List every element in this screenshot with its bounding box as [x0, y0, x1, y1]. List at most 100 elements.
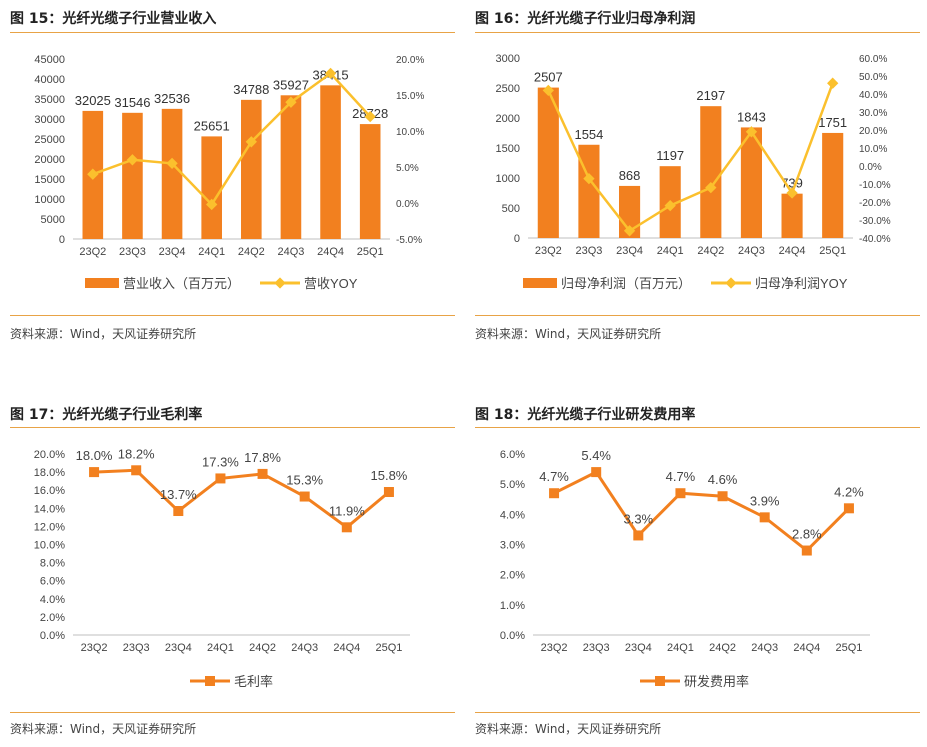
y-tick-label: 14.0%: [34, 503, 65, 515]
series-line: [553, 470, 850, 553]
y2-tick-label: 60.0%: [859, 54, 887, 65]
chart-source: 资料来源：Wind，天风证券研究所: [475, 722, 662, 736]
x-tick-label: 24Q1: [207, 642, 234, 654]
x-tick-label: 23Q3: [119, 246, 146, 258]
bar: [740, 127, 762, 238]
x-tick-label: 24Q4: [317, 246, 344, 258]
bar: [320, 85, 341, 239]
x-tick-label: 23Q4: [625, 642, 652, 654]
data-point: [633, 530, 644, 541]
revenue-chart: 0 5000 10000 15000 20000 25000 30000 35000 40000…: [34, 54, 424, 291]
net-profit-chart: 0 500 1000 1500 2000 2500 3000 -40.0% -30.0% -20.…: [496, 53, 891, 291]
y-tick-label: 500: [502, 203, 520, 215]
y2-tick-label: -5.0%: [396, 235, 422, 246]
data-point: [341, 522, 352, 533]
y2-tick-label: -40.0%: [859, 234, 891, 245]
chart-source: 资料来源：Wind，天风证券研究所: [475, 327, 662, 341]
x-tick-label: 25Q1: [835, 642, 862, 654]
y-tick-label: 0.0%: [500, 630, 525, 642]
data-point: [786, 187, 798, 199]
x-tick-label: 24Q4: [333, 642, 360, 654]
chart-title: 图 18：光纤光缆子行业研发费用率: [475, 407, 696, 423]
x-tick-label: 24Q1: [198, 246, 225, 258]
data-point: [759, 512, 770, 523]
chart-title: 图 16：光纤光缆子行业归母净利润: [475, 11, 696, 27]
legend-marker: [205, 676, 215, 686]
bar: [122, 112, 143, 239]
y-tick-label: 4.0%: [500, 509, 525, 521]
y2-tick-label: 5.0%: [396, 163, 419, 174]
top-rule: [10, 427, 455, 428]
bar: [781, 193, 803, 238]
data-label: 31546: [114, 95, 150, 110]
legend-label: 营业收入（百万元）: [123, 276, 240, 291]
data-label: 5.4%: [581, 448, 611, 463]
y-tick-label: 6.0%: [500, 449, 525, 461]
y-tick-label: 20000: [34, 154, 65, 166]
series-line: [547, 82, 834, 233]
y-tick-label: 45000: [34, 54, 65, 66]
data-label: 1197: [656, 148, 684, 163]
y2-tick-label: 50.0%: [859, 72, 887, 83]
legend-swatch: [523, 278, 557, 288]
y-tick-label: 18.0%: [34, 467, 65, 479]
y-tick-label: 15000: [34, 174, 65, 186]
data-label: 1843: [737, 109, 766, 124]
x-tick-label: 23Q3: [583, 642, 610, 654]
y-tick-label: 40000: [34, 74, 65, 86]
data-label: 18.0%: [76, 448, 113, 463]
y-tick-label: 10000: [34, 194, 65, 206]
data-label: 32536: [154, 91, 190, 106]
y-tick-label: 2000: [496, 113, 520, 125]
y-tick-label: 16.0%: [34, 485, 65, 497]
series-line: [93, 468, 390, 530]
bar: [359, 124, 381, 239]
chart-title: 图 17：光纤光缆子行业毛利率: [10, 407, 203, 423]
data-point: [717, 491, 728, 502]
bar: [161, 108, 183, 239]
data-label: 2.8%: [792, 527, 822, 542]
panel-net-profit: 图 16：光纤光缆子行业归母净利润 0 500 1000 1500 2000 2500 30…: [475, 0, 920, 345]
y-tick-label: 0: [514, 233, 520, 245]
y2-tick-label: 0.0%: [859, 162, 882, 173]
data-point: [705, 181, 717, 194]
y2-tick-label: 0.0%: [396, 199, 419, 210]
data-label: 4.2%: [834, 484, 864, 499]
chart-source: 资料来源：Wind，天风证券研究所: [10, 722, 197, 736]
legend-label: 营收YOY: [304, 276, 358, 291]
data-point: [257, 468, 268, 479]
top-rule: [10, 32, 455, 33]
data-point: [827, 77, 839, 89]
legend-label: 归母净利润YOY: [755, 276, 848, 291]
x-tick-label: 24Q2: [238, 246, 265, 258]
data-label: 4.7%: [666, 469, 696, 484]
data-point: [173, 506, 184, 517]
data-label: 2507: [534, 70, 563, 85]
data-label: 18.2%: [118, 446, 155, 461]
x-tick-label: 24Q4: [779, 245, 806, 257]
panel-rd-ratio: 图 18：光纤光缆子行业研发费用率 0.0% 1.0% 2.0% 3.0% 4.0% 5.…: [475, 400, 920, 747]
x-tick-label: 25Q1: [375, 642, 402, 654]
data-point: [299, 491, 310, 502]
bar: [201, 136, 222, 239]
x-tick-label: 24Q3: [738, 245, 765, 257]
data-label: 15.3%: [286, 473, 323, 488]
y-tick-label: 6.0%: [40, 576, 65, 588]
top-rule: [475, 32, 920, 33]
legend-swatch: [85, 278, 119, 288]
y2-tick-label: 20.0%: [859, 126, 887, 137]
y2-tick-label: -10.0%: [859, 180, 891, 191]
data-label: 868: [619, 168, 641, 183]
x-tick-label: 25Q1: [357, 246, 384, 258]
x-tick-label: 23Q4: [159, 246, 186, 258]
x-tick-label: 24Q2: [697, 245, 724, 257]
x-tick-label: 24Q3: [277, 246, 304, 258]
y-tick-label: 2500: [496, 83, 520, 95]
y-tick-label: 25000: [34, 134, 65, 146]
x-tick-label: 24Q2: [709, 642, 736, 654]
x-tick-label: 24Q2: [249, 642, 276, 654]
x-tick-label: 23Q4: [616, 245, 643, 257]
x-tick-label: 24Q1: [667, 642, 694, 654]
data-label: 4.7%: [539, 469, 569, 484]
data-label: 1554: [574, 127, 603, 142]
